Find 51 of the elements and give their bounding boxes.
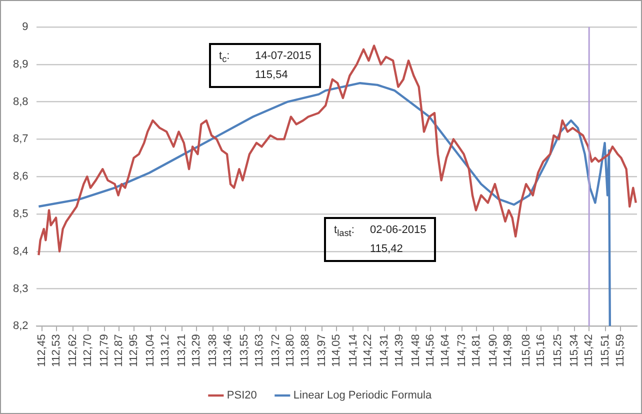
x-tick-label: 113,63 [253, 334, 266, 367]
x-tick-label: 112,45 [36, 334, 48, 367]
text: t$_{c}$: 14-07-2015 115,54 [219, 50, 312, 82]
x-tick-label: 114,14 [347, 334, 360, 367]
x-tick-label: 115,25 [552, 334, 564, 367]
x-tick-label: 114,05 [330, 334, 343, 367]
x-tick-label: 114,48 [410, 334, 422, 367]
x-tick-label: 113,97 [316, 334, 328, 367]
x-tick-label: 115,34 [568, 334, 580, 367]
x-tick-label: 114,98 [502, 334, 514, 367]
x-tick-label: 114,73 [456, 334, 468, 367]
x-tick-label: 113,88 [299, 334, 312, 367]
x-tick-label: 115,16 [535, 334, 548, 367]
x-tick-label: 112,70 [82, 334, 94, 367]
legend-label: PSI20 [226, 390, 257, 402]
x-tick-label: 115,08 [520, 334, 532, 367]
y-tick-label: 8,9 [12, 58, 28, 70]
y-tick-label: 8,5 [12, 208, 28, 220]
x-tick-label: 115,42 [583, 334, 596, 367]
x-tick-label: 113,80 [284, 334, 297, 367]
x-tick-label: 114,90 [487, 334, 500, 367]
x-tick-label: 112,79 [98, 334, 110, 367]
x-tick-label: 115,51 [600, 334, 612, 367]
x-tick-label: 114,39 [393, 334, 406, 367]
y-tick-label: 8,3 [12, 282, 28, 295]
x-tick-label: 113,04 [144, 334, 157, 367]
x-tick-label: 112,62 [67, 334, 80, 367]
x-tick-label: 112,95 [128, 334, 140, 367]
x-tick-label: 113,38 [207, 334, 220, 367]
x-tick-label: 113,72 [270, 334, 282, 367]
x-tick-label: 114,81 [470, 334, 483, 367]
y-tick-label: 8,4 [12, 245, 28, 258]
x-tick-label: 114,31 [378, 334, 391, 367]
x-tick-label: 113,46 [222, 334, 234, 367]
x-tick-label: 114,64 [439, 334, 452, 367]
x-tick-label: 114,22 [362, 334, 374, 367]
y-tick-label: 8,6 [12, 170, 28, 183]
y-tick-label: 8,2 [12, 320, 28, 332]
x-tick-label: 113,12 [159, 334, 172, 367]
x-tick-label: 113,29 [190, 334, 203, 367]
x-tick-label: 113,55 [238, 334, 251, 367]
x-tick-label: 113,21 [176, 334, 188, 367]
x-tick-label: 112,53 [50, 334, 63, 367]
x-tick-label: 115,59 [614, 334, 626, 367]
legend-label: Linear Log Periodic Formula [293, 390, 432, 402]
y-tick-label: 9 [22, 21, 28, 34]
x-tick-label: 114,56 [424, 334, 437, 367]
text: t$_{last}$: 02-06-2015 115,42 [334, 224, 426, 256]
x-tick-label: 112,87 [113, 334, 126, 367]
y-tick-label: 8,7 [12, 133, 28, 146]
y-tick-label: 8,8 [12, 96, 28, 108]
